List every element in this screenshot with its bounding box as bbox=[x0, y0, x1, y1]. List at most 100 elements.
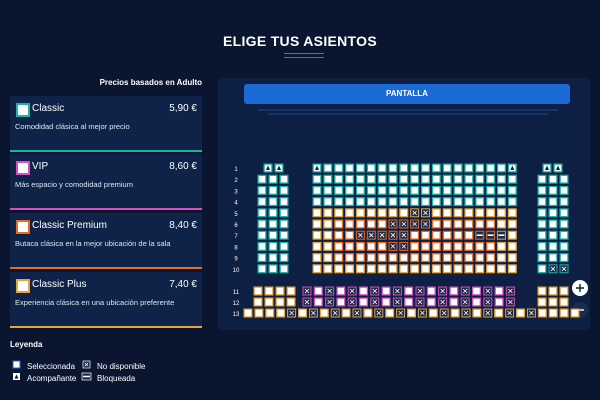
seat[interactable] bbox=[496, 174, 506, 184]
seat[interactable] bbox=[263, 163, 273, 173]
seat[interactable] bbox=[323, 185, 333, 195]
seat[interactable] bbox=[399, 163, 409, 173]
seat[interactable] bbox=[345, 208, 355, 218]
seat[interactable] bbox=[243, 308, 253, 318]
seat[interactable] bbox=[279, 264, 289, 274]
seat[interactable] bbox=[431, 241, 441, 251]
seat[interactable] bbox=[559, 297, 569, 307]
seat[interactable] bbox=[345, 230, 355, 240]
seat[interactable] bbox=[404, 286, 414, 296]
seat[interactable] bbox=[323, 241, 333, 251]
seat[interactable] bbox=[334, 185, 344, 195]
seat[interactable] bbox=[496, 163, 506, 173]
seat[interactable] bbox=[345, 163, 355, 173]
seat[interactable] bbox=[399, 174, 409, 184]
seat[interactable] bbox=[548, 253, 558, 263]
seat[interactable] bbox=[275, 297, 285, 307]
seat[interactable] bbox=[428, 308, 438, 318]
seat[interactable] bbox=[359, 297, 368, 307]
seat[interactable] bbox=[431, 230, 441, 240]
seat[interactable] bbox=[279, 241, 289, 251]
seat[interactable] bbox=[257, 174, 267, 184]
seat[interactable] bbox=[548, 297, 558, 307]
seat[interactable] bbox=[366, 185, 376, 195]
seat[interactable] bbox=[537, 264, 547, 274]
seat[interactable] bbox=[355, 208, 365, 218]
seat[interactable] bbox=[268, 230, 278, 240]
seat[interactable] bbox=[496, 253, 506, 263]
seat[interactable] bbox=[537, 219, 547, 229]
seat[interactable] bbox=[537, 185, 547, 195]
seat[interactable] bbox=[388, 264, 398, 274]
seat[interactable] bbox=[559, 197, 569, 207]
seat[interactable] bbox=[486, 197, 496, 207]
seat[interactable] bbox=[496, 230, 506, 240]
seat[interactable] bbox=[426, 297, 436, 307]
seat[interactable] bbox=[559, 308, 569, 318]
seat[interactable] bbox=[410, 253, 420, 263]
seat[interactable] bbox=[507, 163, 517, 173]
seat[interactable] bbox=[494, 286, 504, 296]
seat[interactable] bbox=[559, 174, 569, 184]
seat[interactable] bbox=[453, 197, 463, 207]
seat[interactable] bbox=[496, 219, 506, 229]
seat[interactable] bbox=[410, 241, 420, 251]
seat[interactable] bbox=[355, 197, 365, 207]
seat[interactable] bbox=[355, 253, 365, 263]
seat[interactable] bbox=[319, 308, 329, 318]
seat[interactable] bbox=[496, 208, 506, 218]
seat[interactable] bbox=[323, 197, 333, 207]
seat[interactable] bbox=[377, 163, 387, 173]
seat[interactable] bbox=[377, 197, 387, 207]
seat[interactable] bbox=[421, 197, 430, 207]
seat[interactable] bbox=[366, 163, 376, 173]
category-card[interactable]: Classic Plus 7,40 € Experiencia clásica … bbox=[10, 272, 202, 328]
seat[interactable] bbox=[268, 185, 278, 195]
seat[interactable] bbox=[377, 264, 387, 274]
seat[interactable] bbox=[431, 174, 441, 184]
seat[interactable] bbox=[334, 253, 344, 263]
seat[interactable] bbox=[366, 253, 376, 263]
seat[interactable] bbox=[279, 174, 289, 184]
seat[interactable] bbox=[548, 286, 558, 296]
seat[interactable] bbox=[381, 297, 391, 307]
seat[interactable] bbox=[475, 241, 485, 251]
seat[interactable] bbox=[257, 264, 267, 274]
seat[interactable] bbox=[268, 253, 278, 263]
seat[interactable] bbox=[312, 241, 322, 251]
seat[interactable] bbox=[449, 286, 459, 296]
category-card[interactable]: Classic 5,90 € Comodidad clásica al mejo… bbox=[10, 96, 202, 152]
seat[interactable] bbox=[265, 308, 275, 318]
seat[interactable] bbox=[453, 208, 463, 218]
seat[interactable] bbox=[494, 308, 504, 318]
seat[interactable] bbox=[388, 163, 398, 173]
seat[interactable] bbox=[442, 185, 452, 195]
seat[interactable] bbox=[548, 219, 558, 229]
seat[interactable] bbox=[345, 174, 355, 184]
seat[interactable] bbox=[421, 185, 430, 195]
seat[interactable] bbox=[464, 163, 474, 173]
seat[interactable] bbox=[442, 208, 452, 218]
seat[interactable] bbox=[570, 308, 580, 318]
seat[interactable] bbox=[442, 174, 452, 184]
seat[interactable] bbox=[279, 208, 289, 218]
seat[interactable] bbox=[475, 219, 485, 229]
seat[interactable] bbox=[431, 197, 441, 207]
seat[interactable] bbox=[257, 230, 267, 240]
seat[interactable] bbox=[559, 241, 569, 251]
seat[interactable] bbox=[507, 185, 517, 195]
seat[interactable] bbox=[421, 230, 430, 240]
seat[interactable] bbox=[312, 185, 322, 195]
seat[interactable] bbox=[257, 219, 267, 229]
seat[interactable] bbox=[355, 264, 365, 274]
seat[interactable] bbox=[431, 253, 441, 263]
seat[interactable] bbox=[268, 174, 278, 184]
seat[interactable] bbox=[253, 297, 263, 307]
seat[interactable] bbox=[507, 230, 517, 240]
seat[interactable] bbox=[475, 163, 485, 173]
seat[interactable] bbox=[399, 197, 409, 207]
seat[interactable] bbox=[334, 208, 344, 218]
seat[interactable] bbox=[257, 208, 267, 218]
seat[interactable] bbox=[475, 185, 485, 195]
seat[interactable] bbox=[355, 174, 365, 184]
